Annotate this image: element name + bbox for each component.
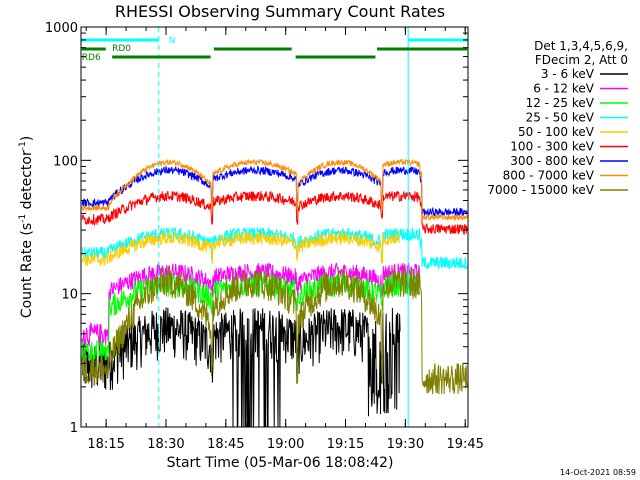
- y-tick-label: 1000: [45, 21, 78, 36]
- annotation-n: N: [169, 36, 176, 46]
- annotation-rd6: RD6: [82, 53, 101, 63]
- legend-label-8: 7000 - 15000 keV: [487, 183, 594, 197]
- x-tick-label: 19:00: [267, 437, 304, 452]
- series-line-7: [81, 158, 468, 222]
- x-tick-label: 18:15: [87, 437, 124, 452]
- series-line-0: [81, 307, 401, 428]
- y-axis-label: Count Rate (s-1 detector-1): [18, 136, 35, 318]
- plot-frame: [80, 26, 469, 428]
- legend-label-1: 6 - 12 keV: [533, 82, 595, 96]
- legend: Det 1,3,4,5,6,9, FDecim 2, Att 0 3 - 6 k…: [487, 39, 628, 197]
- legend-label-0: 3 - 6 keV: [541, 67, 595, 81]
- y-tick-label: 100: [53, 154, 78, 169]
- legend-header-line-1: Det 1,3,4,5,6,9,: [534, 39, 628, 53]
- annotation-rd0: RD0: [112, 44, 131, 54]
- x-tick-label: 18:45: [207, 437, 244, 452]
- legend-label-2: 12 - 25 keV: [526, 96, 595, 110]
- x-tick-label: 19:45: [446, 437, 483, 452]
- x-tick-label: 18:30: [147, 437, 184, 452]
- legend-label-5: 100 - 300 keV: [510, 140, 594, 154]
- y-tick-label: 1: [70, 421, 78, 436]
- legend-label-7: 800 - 7000 keV: [503, 169, 595, 183]
- series-line-8: [81, 265, 468, 395]
- footer-date: 14-Oct-2021 08:59: [560, 468, 636, 477]
- series-line-5: [81, 190, 468, 235]
- y-tick-label: 10: [61, 288, 78, 303]
- legend-label-6: 300 - 800 keV: [510, 154, 594, 168]
- x-tick-label: 19:30: [387, 437, 424, 452]
- x-tick-label: 19:15: [327, 437, 364, 452]
- series-line-4: [81, 230, 401, 267]
- x-axis-label: Start Time (05-Mar-06 18:08:42): [167, 455, 394, 471]
- chart-title: RHESSI Observing Summary Count Rates: [115, 2, 445, 21]
- legend-header-line-2: FDecim 2, Att 0: [535, 53, 628, 67]
- legend-label-3: 25 - 50 keV: [526, 111, 595, 125]
- legend-label-4: 50 - 100 keV: [518, 125, 595, 139]
